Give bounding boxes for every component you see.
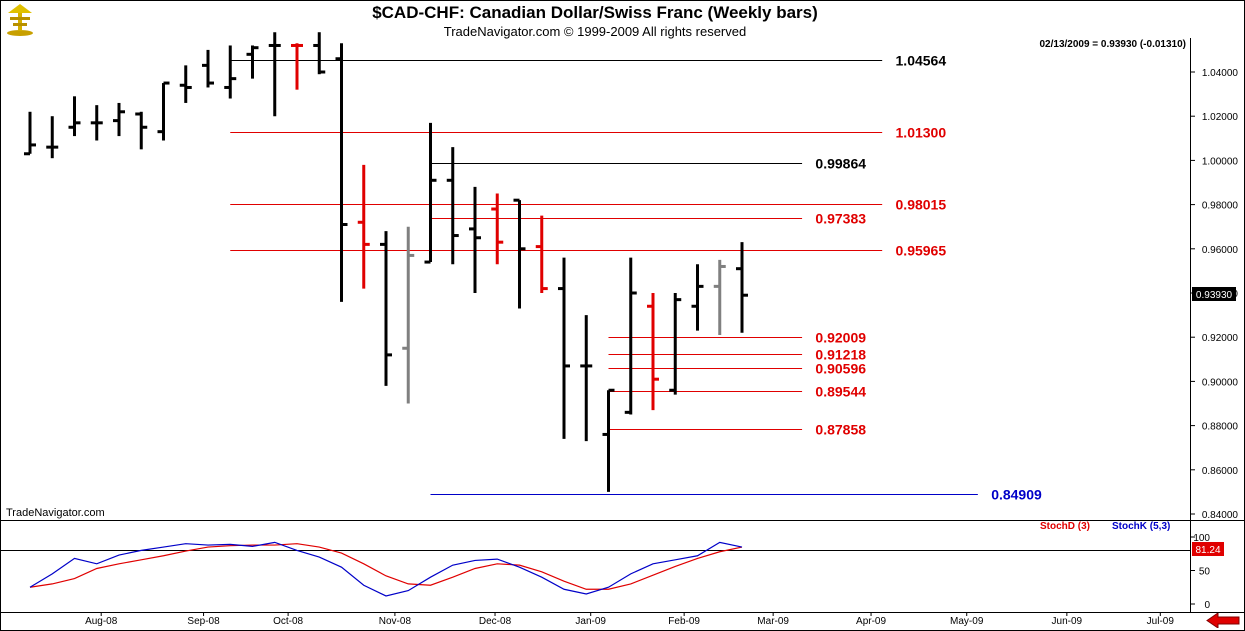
level-label: 0.84909	[991, 487, 1042, 503]
stoch-y-axis: 0 50 100	[1190, 533, 1210, 611]
level-label: 0.87858	[815, 422, 866, 438]
level-label: 0.98015	[896, 197, 947, 213]
watermark: TradeNavigator.com	[6, 507, 105, 519]
price-y-tick-label: 0.86000	[1202, 466, 1239, 477]
price-y-tick-label: 1.00000	[1202, 156, 1239, 167]
price-bars	[24, 32, 748, 492]
price-y-tick-label: 0.98000	[1202, 201, 1239, 212]
stoch-value-tag: 81.24	[1192, 542, 1224, 556]
level-label: 0.91218	[815, 347, 866, 363]
x-tick-label: Sep-08	[187, 616, 220, 627]
stoch-value-text: 81.24	[1195, 545, 1220, 556]
price-y-tick-label: 0.92000	[1202, 333, 1239, 344]
level-label: 0.89544	[815, 384, 866, 400]
price-y-tick-label: 1.02000	[1202, 112, 1239, 123]
x-tick-label: Jul-09	[1147, 616, 1175, 627]
last-quote: 02/13/2009 = 0.93930 (-0.01310)	[1039, 39, 1186, 50]
price-y-tick-label: 0.84000	[1202, 510, 1239, 521]
level-label: 1.01300	[896, 125, 947, 141]
x-tick-label: Jun-09	[1052, 616, 1083, 627]
x-tick-label: May-09	[950, 616, 984, 627]
stoch-lines	[0, 541, 1190, 597]
x-tick-label: Oct-08	[273, 616, 303, 627]
level-label: 1.04564	[896, 53, 947, 69]
price-y-tick-label: 0.90000	[1202, 377, 1239, 388]
chart-title: $CAD-CHF: Canadian Dollar/Swiss Franc (W…	[372, 3, 818, 22]
fibonacci-levels: 1.04564 1.01300 0.99864 0.98015 0.97383 0.959…	[230, 53, 1042, 503]
price-y-axis: 0.840000.860000.880000.900000.920000.940…	[1190, 68, 1238, 521]
x-tick-label: Feb-09	[668, 616, 700, 627]
level-label: 0.99864	[815, 156, 866, 172]
stoch-y-tick-label: 0	[1204, 600, 1210, 611]
price-y-tick-label: 0.88000	[1202, 422, 1239, 433]
last-price-text: 0.93930	[1196, 290, 1233, 301]
stochastic-panel: 0 50 100 81.24	[0, 521, 1245, 613]
stoch-y-tick-label: 100	[1193, 533, 1210, 544]
level-label: 0.90596	[815, 361, 866, 377]
x-tick-label: Jan-09	[575, 616, 606, 627]
stoch-k-label: StochK (5,3)	[1112, 521, 1171, 532]
x-tick-label: Dec-08	[479, 616, 512, 627]
level-label: 0.97383	[815, 211, 866, 227]
stoch-y-tick-label: 50	[1199, 567, 1211, 578]
x-tick-label: Aug-08	[85, 616, 118, 627]
copyright-subtitle: TradeNavigator.com © 1999-2009 All right…	[443, 24, 747, 39]
price-panel: 0.840000.860000.880000.900000.920000.940…	[0, 32, 1245, 521]
x-tick-label: Apr-09	[856, 616, 886, 627]
price-y-tick-label: 0.96000	[1202, 245, 1239, 256]
scroll-left-arrow-icon[interactable]	[1206, 613, 1240, 628]
x-tick-label: Mar-09	[757, 616, 789, 627]
trade-navigator-logo	[7, 4, 33, 36]
stoch-k-line	[29, 541, 743, 597]
x-tick-label: Nov-08	[379, 616, 412, 627]
stoch-d-label: StochD (3)	[1040, 521, 1090, 532]
level-label: 0.95965	[896, 243, 947, 259]
level-label: 0.92009	[815, 330, 866, 346]
last-price-tag: 0.93930	[1192, 287, 1236, 301]
price-y-tick-label: 1.04000	[1202, 68, 1239, 79]
stoch-d-line	[29, 543, 743, 590]
x-axis: Aug-08 Sep-08 Oct-08 Nov-08 Dec-08 Jan-09 Feb-…	[85, 612, 1174, 627]
